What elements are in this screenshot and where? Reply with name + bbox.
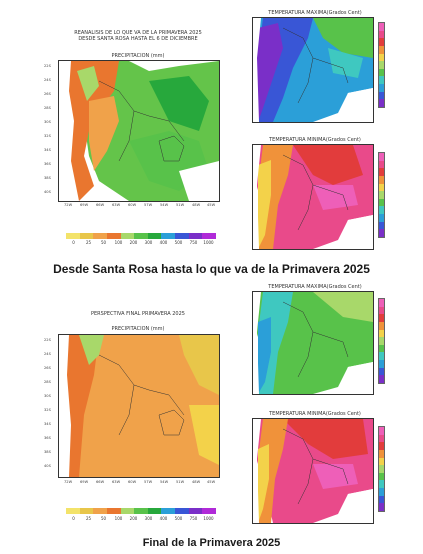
- lat-label: 24S: [44, 352, 51, 356]
- lat-label: 28S: [44, 106, 51, 110]
- scale-label: 750: [189, 516, 198, 521]
- top-precip-map: [58, 60, 220, 202]
- lat-label: 40S: [44, 190, 51, 194]
- scale-label: 300: [144, 240, 153, 245]
- lat-label: 34S: [44, 422, 51, 426]
- scale-label: 400: [159, 516, 168, 521]
- scale-label: 50: [100, 240, 107, 245]
- bottom-tmin-label: TEMPERATURA MINIMA(Grados Cent): [269, 411, 361, 417]
- lon-label: 51W: [176, 203, 185, 207]
- scale-label: 750: [189, 240, 198, 245]
- bottom-map-var-label: PRECIPITACION (mm): [111, 326, 165, 332]
- bottom-map-title: PERSPECTIVA FINAL PRIMAVERA 2025: [91, 311, 185, 317]
- lat-label: 36S: [44, 436, 51, 440]
- scale-label: 100: [114, 516, 123, 521]
- top-caption: Desde Santa Rosa hasta lo que va de la P…: [53, 262, 370, 276]
- scale-label: 400: [159, 240, 168, 245]
- lon-label: 72W: [64, 480, 73, 484]
- precip-colorbar-bottom: [66, 508, 217, 514]
- scale-label: 1000: [203, 516, 214, 521]
- lat-label: 24S: [44, 78, 51, 82]
- lon-label: 63W: [112, 203, 121, 207]
- scale-label: 50: [100, 516, 107, 521]
- bottom-tmax-map: [252, 291, 374, 395]
- lat-label: 26S: [44, 92, 51, 96]
- top-map-title-2: DESDE SANTA ROSA HASTA EL 6 DE DICIEMBRE: [78, 36, 198, 42]
- tmin-colorbar-top: [378, 152, 385, 238]
- lon-label: 54W: [160, 203, 169, 207]
- lon-label: 54W: [160, 480, 169, 484]
- top-tmin-map: [252, 144, 374, 250]
- scale-label: 200: [129, 240, 138, 245]
- scale-label: 0: [72, 516, 75, 521]
- lon-label: 60W: [128, 203, 137, 207]
- lat-label: 30S: [44, 120, 51, 124]
- top-tmin-label: TEMPERATURA MINIMA(Grados Cent): [269, 137, 361, 143]
- top-tmax-label: TEMPERATURA MAXIMA(Grados Cent): [268, 10, 362, 16]
- lat-label: 32S: [44, 408, 51, 412]
- top-tmax-map: [252, 17, 374, 123]
- bottom-tmax-label: TEMPERATURA MAXIMA(Grados Cent): [268, 284, 362, 290]
- lon-label: 69W: [80, 480, 89, 484]
- lat-label: 40S: [44, 464, 51, 468]
- lon-label: 48W: [192, 480, 201, 484]
- lat-label: 30S: [44, 394, 51, 398]
- scale-label: 500: [174, 240, 183, 245]
- lat-label: 38S: [44, 450, 51, 454]
- tmax-colorbar-bottom: [378, 298, 385, 384]
- lon-label: 66W: [96, 480, 105, 484]
- bottom-precip-map: [58, 334, 220, 478]
- scale-label: 25: [85, 516, 92, 521]
- scale-label: 500: [174, 516, 183, 521]
- top-map-var-label: PRECIPITACION (mm): [111, 53, 165, 59]
- scale-label: 300: [144, 516, 153, 521]
- lon-label: 69W: [80, 203, 89, 207]
- lon-label: 48W: [192, 203, 201, 207]
- lat-label: 22S: [44, 338, 51, 342]
- tmin-colorbar-bottom: [378, 426, 385, 512]
- scale-label: 200: [129, 516, 138, 521]
- lat-label: 32S: [44, 134, 51, 138]
- scale-label: 25: [85, 240, 92, 245]
- tmax-colorbar-top: [378, 22, 385, 108]
- bottom-tmin-map: [252, 418, 374, 524]
- lon-label: 57W: [144, 480, 153, 484]
- lat-label: 26S: [44, 366, 51, 370]
- scale-label: 1000: [203, 240, 214, 245]
- lon-label: 63W: [112, 480, 121, 484]
- scale-label: 0: [72, 240, 75, 245]
- precip-colorbar-top: [66, 233, 217, 239]
- lat-label: 36S: [44, 162, 51, 166]
- scale-label: 100: [114, 240, 123, 245]
- top-map-title-1: REANALISIS DE LO QUE VA DE LA PRIMAVERA …: [74, 30, 202, 36]
- lat-label: 28S: [44, 380, 51, 384]
- lon-label: 72W: [64, 203, 73, 207]
- precip-colorbar-labels-top: 0 25 50 100 200 300 400 500 750 1000: [66, 240, 216, 245]
- lat-label: 38S: [44, 176, 51, 180]
- lat-label: 22S: [44, 64, 51, 68]
- lon-label: 51W: [176, 480, 185, 484]
- lon-label: 60W: [128, 480, 137, 484]
- lon-label: 45W: [207, 203, 216, 207]
- lat-label: 34S: [44, 148, 51, 152]
- lon-label: 45W: [207, 480, 216, 484]
- precip-colorbar-labels-bottom: 0 25 50 100 200 300 400 500 750 1000: [66, 516, 216, 521]
- lon-label: 57W: [144, 203, 153, 207]
- lon-label: 66W: [96, 203, 105, 207]
- bottom-caption: Final de la Primavera 2025: [142, 537, 281, 549]
